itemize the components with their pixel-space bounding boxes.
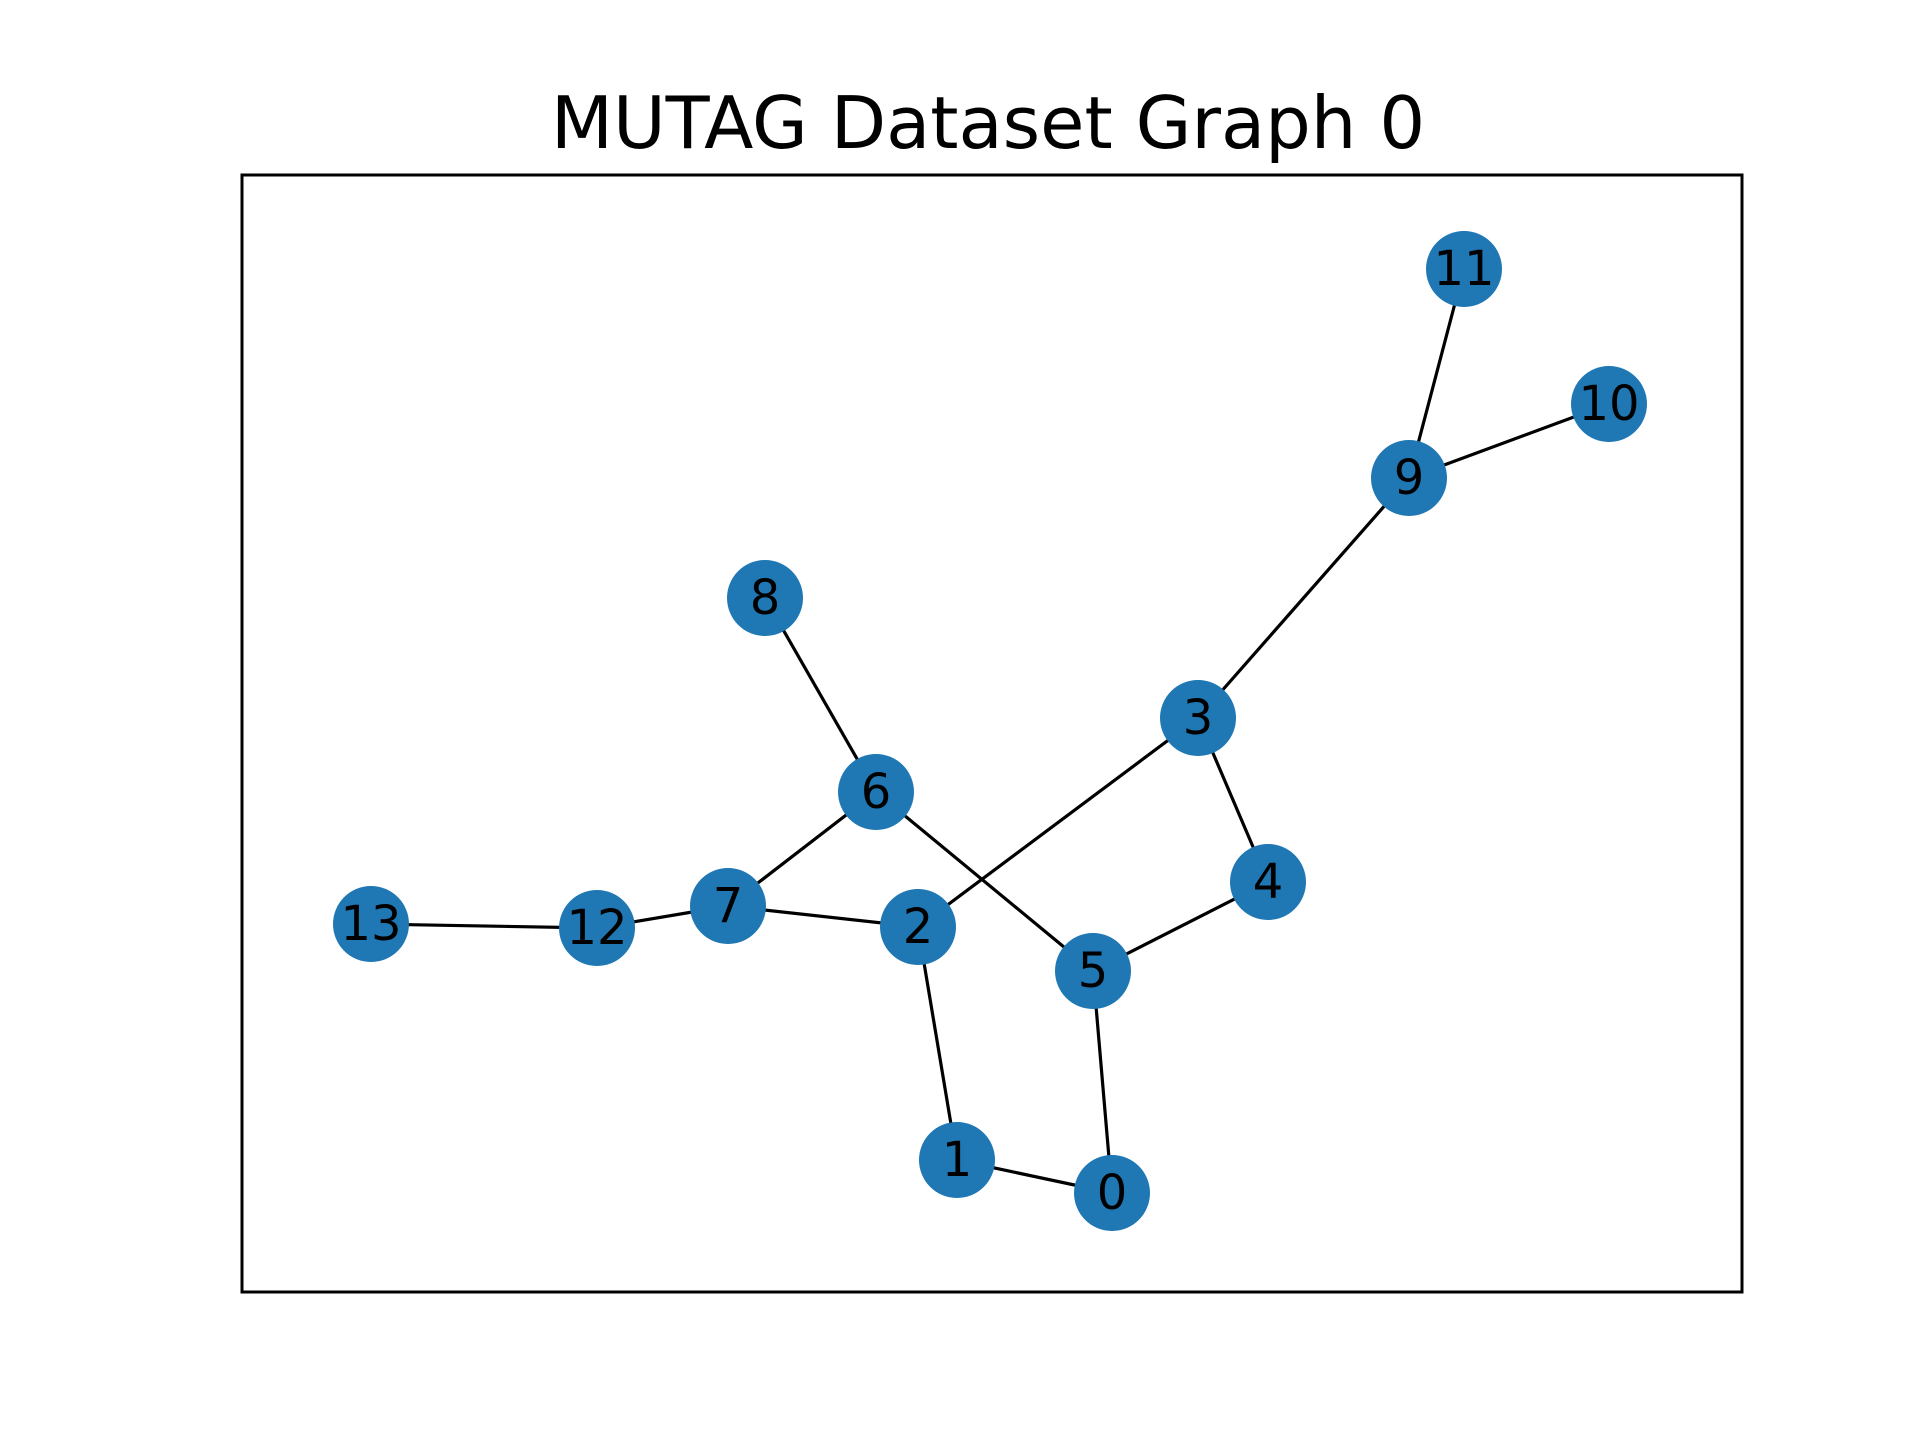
graph-node-12: 12 <box>559 890 635 966</box>
node-circle <box>1074 1155 1150 1231</box>
node-circle <box>559 890 635 966</box>
node-label: 10 <box>1578 376 1639 432</box>
node-circle <box>880 889 956 965</box>
node-label: 9 <box>1394 450 1425 506</box>
graph-node-0: 0 <box>1074 1155 1150 1231</box>
graph-node-8: 8 <box>727 560 803 636</box>
graph-node-11: 11 <box>1426 231 1502 307</box>
node-label: 6 <box>861 764 892 820</box>
node-label: 8 <box>750 570 781 626</box>
node-label: 2 <box>903 899 934 955</box>
node-circle <box>919 1122 995 1198</box>
edge-1-2 <box>916 926 959 1161</box>
node-label: 1 <box>942 1132 973 1188</box>
node-label: 4 <box>1253 854 1284 910</box>
node-circle <box>1160 680 1236 756</box>
node-circle <box>1571 366 1647 442</box>
graph-node-2: 2 <box>880 889 956 965</box>
node-circle <box>690 868 766 944</box>
node-circle <box>838 754 914 830</box>
plot-frame <box>240 173 1744 1294</box>
node-label: 11 <box>1433 241 1494 297</box>
node-label: 0 <box>1097 1165 1128 1221</box>
edge-2-3 <box>917 716 1199 929</box>
node-circle <box>1371 440 1447 516</box>
edge-5-6 <box>874 790 1095 973</box>
graph-node-9: 9 <box>1371 440 1447 516</box>
node-label: 5 <box>1078 943 1109 999</box>
edge-3-9 <box>1196 476 1411 720</box>
node-label: 12 <box>566 900 627 956</box>
node-circle <box>727 560 803 636</box>
node-circle <box>1230 844 1306 920</box>
graph-node-3: 3 <box>1160 680 1236 756</box>
node-circle <box>1055 933 1131 1009</box>
node-label: 3 <box>1183 690 1214 746</box>
graph-node-5: 5 <box>1055 933 1131 1009</box>
graph-node-10: 10 <box>1571 366 1647 442</box>
graph-node-7: 7 <box>690 868 766 944</box>
graph-node-13: 13 <box>333 886 409 962</box>
graph-node-1: 1 <box>919 1122 995 1198</box>
figure-title: MUTAG Dataset Graph 0 <box>551 81 1425 165</box>
node-label: 7 <box>713 878 744 934</box>
edge-layer <box>370 268 1610 1195</box>
graph-node-6: 6 <box>838 754 914 830</box>
graph-node-4: 4 <box>1230 844 1306 920</box>
node-circle <box>1426 231 1502 307</box>
node-label: 13 <box>340 896 401 952</box>
node-circle <box>333 886 409 962</box>
